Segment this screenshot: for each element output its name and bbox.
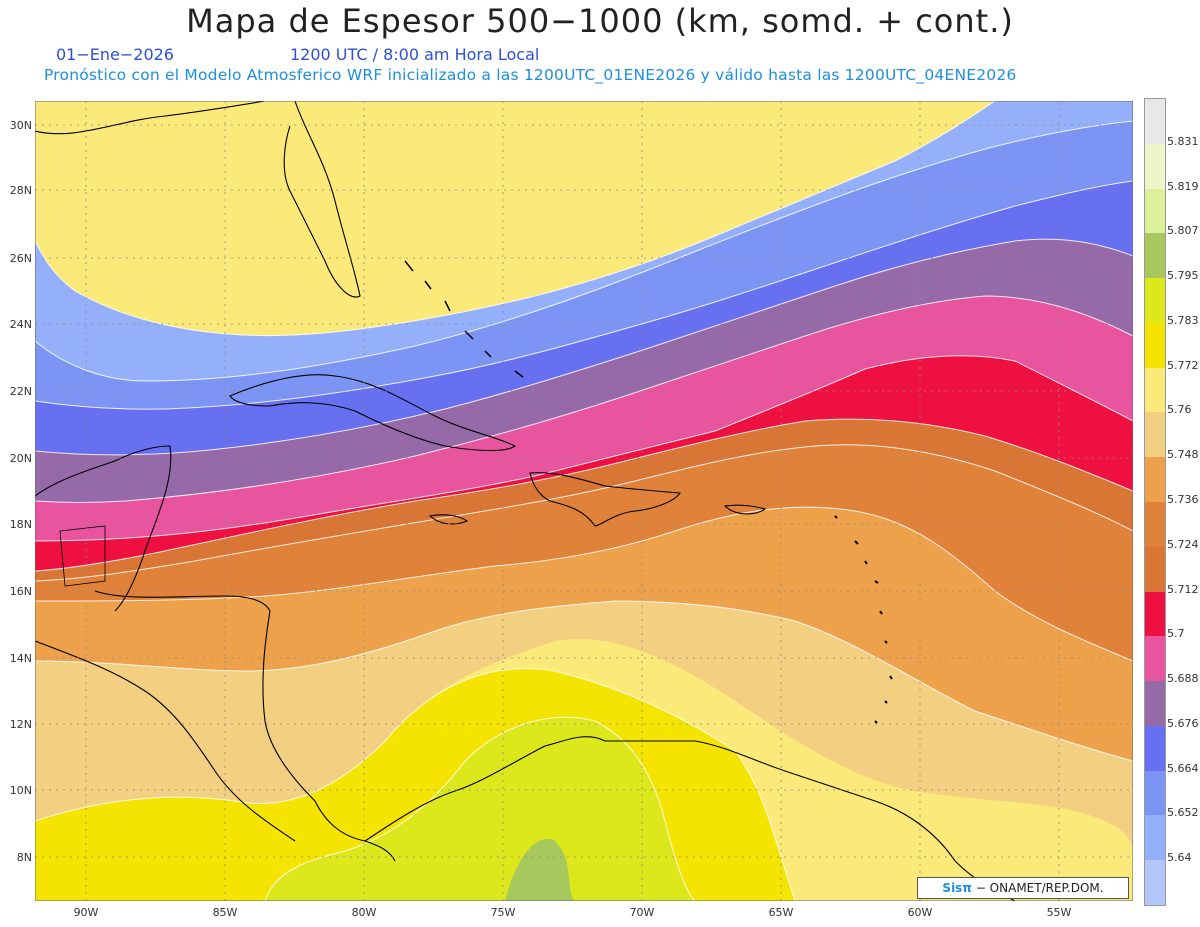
lat-label: 24N (9, 318, 32, 331)
thickness-map (35, 101, 1133, 901)
lat-label: 16N (9, 585, 32, 598)
lon-label: 80W (351, 906, 377, 919)
lat-label: 12N (9, 718, 32, 731)
lat-label: 10N (9, 784, 32, 797)
lat-label: 30N (9, 119, 32, 132)
band-5736 (35, 444, 1133, 661)
colorbar-tick-label: 5.724 (1167, 537, 1199, 551)
colorbar-segment (1145, 725, 1165, 772)
credit-box: Sisπ − ONAMET/REP.DOM. (917, 877, 1129, 899)
band-5664 (35, 121, 1133, 410)
credit-org: − ONAMET/REP.DOM. (975, 881, 1104, 895)
lon-label: 60W (907, 906, 933, 919)
colorbar-segment (1145, 188, 1165, 234)
forecast-time: 1200 UTC / 8:00 am Hora Local (290, 45, 540, 64)
coastlines (35, 101, 1016, 901)
colorbar-tick-label: 5.736 (1167, 493, 1199, 506)
band-5712 (35, 355, 1133, 571)
lat-label: 8N (16, 851, 32, 864)
colorbar-segment (1145, 457, 1165, 503)
map-title: Mapa de Espesor 500−1000 (km, somd. + co… (186, 2, 1014, 40)
colorbar-tick-label: 5.76 (1167, 403, 1192, 417)
lon-label: 70W (629, 906, 655, 919)
colorbar-tick-label: 5.783 (1167, 313, 1199, 327)
lat-label: 28N (9, 184, 32, 197)
colorbar-tick-label: 5.64 (1167, 851, 1192, 865)
colorbar-segment (1145, 99, 1165, 145)
lon-label: 90W (73, 906, 99, 919)
colorbar-segment (1145, 502, 1165, 548)
colorbar (1144, 98, 1166, 906)
band-5688 (35, 239, 1133, 503)
forecast-date: 01−Ene−2026 (56, 45, 174, 64)
colorbar-tick-label: 5.676 (1167, 716, 1199, 730)
lon-label: 65W (768, 906, 794, 919)
band-5700 (35, 296, 1133, 541)
band-5724 (35, 419, 1133, 581)
colorbar-tick-label: 5.712 (1167, 582, 1199, 596)
colorbar-segment (1145, 681, 1165, 727)
lat-label: 14N (9, 652, 32, 665)
lon-label: 85W (212, 906, 238, 919)
colorbar-segment (1145, 322, 1165, 369)
colorbar-tick-label: 5.688 (1167, 672, 1199, 686)
colorbar-segment (1145, 233, 1165, 279)
colorbar-tick-label: 5.772 (1167, 358, 1199, 372)
lat-label: 18N (9, 518, 32, 531)
colorbar-tick-label: 5.748 (1167, 448, 1199, 462)
band-5748 (35, 507, 1133, 761)
colorbar-tick-label: 5.795 (1167, 269, 1199, 283)
lat-label: 26N (9, 252, 32, 265)
band-5760 (35, 601, 1133, 851)
lon-label: 55W (1046, 906, 1072, 919)
lon-label: 75W (490, 906, 516, 919)
colorbar-tick-label: 5.652 (1167, 806, 1199, 820)
colorbar-segment (1145, 860, 1165, 906)
credit-sis: Sisπ (942, 881, 972, 895)
colorbar-tick-label: 5.819 (1167, 179, 1199, 193)
band-5652 (35, 101, 1133, 381)
colorbar-segment (1145, 636, 1165, 682)
lat-lon-grid (35, 101, 1133, 901)
colorbar-segment (1145, 412, 1165, 458)
colorbar-segment (1145, 770, 1165, 816)
colorbar-segment (1145, 143, 1165, 190)
band-5795 (265, 717, 695, 901)
colorbar-tick-label: 5.807 (1167, 224, 1199, 238)
colorbar-segment (1145, 591, 1165, 637)
lat-label: 20N (9, 452, 32, 465)
colorbar-segment (1145, 278, 1165, 324)
thickness-contours (35, 101, 1133, 901)
lat-label: 22N (9, 385, 32, 398)
colorbar-segment (1145, 815, 1165, 861)
colorbar-segment (1145, 367, 1165, 413)
colorbar-tick-label: 5.7 (1167, 627, 1185, 641)
forecast-description: Pronóstico con el Modelo Atmosferico WRF… (44, 66, 1017, 84)
band-5676 (35, 181, 1133, 455)
colorbar-segment (1145, 546, 1165, 593)
band-5807 (505, 839, 575, 901)
colorbar-tick-label: 5.831 (1167, 134, 1199, 148)
colorbar-tick-label: 5.664 (1167, 761, 1199, 775)
